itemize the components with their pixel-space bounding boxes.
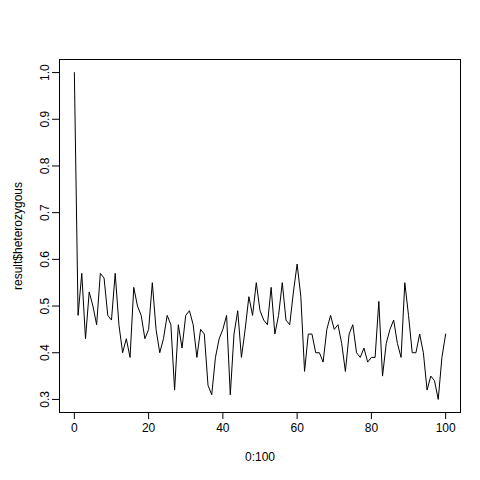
svg-text:100: 100 — [436, 421, 456, 435]
svg-text:result$heterozygous: result$heterozygous — [11, 182, 25, 290]
svg-text:20: 20 — [142, 421, 156, 435]
svg-text:0:100: 0:100 — [245, 450, 275, 464]
svg-text:0.9: 0.9 — [38, 111, 52, 128]
svg-text:0.8: 0.8 — [38, 157, 52, 174]
svg-text:0.5: 0.5 — [38, 297, 52, 314]
svg-text:0.4: 0.4 — [38, 344, 52, 361]
svg-text:0: 0 — [71, 421, 78, 435]
svg-text:0.6: 0.6 — [38, 251, 52, 268]
svg-text:40: 40 — [216, 421, 230, 435]
svg-text:60: 60 — [290, 421, 304, 435]
svg-text:1.0: 1.0 — [38, 64, 52, 81]
svg-text:80: 80 — [365, 421, 379, 435]
svg-text:0.3: 0.3 — [38, 391, 52, 408]
svg-text:0.7: 0.7 — [38, 204, 52, 221]
